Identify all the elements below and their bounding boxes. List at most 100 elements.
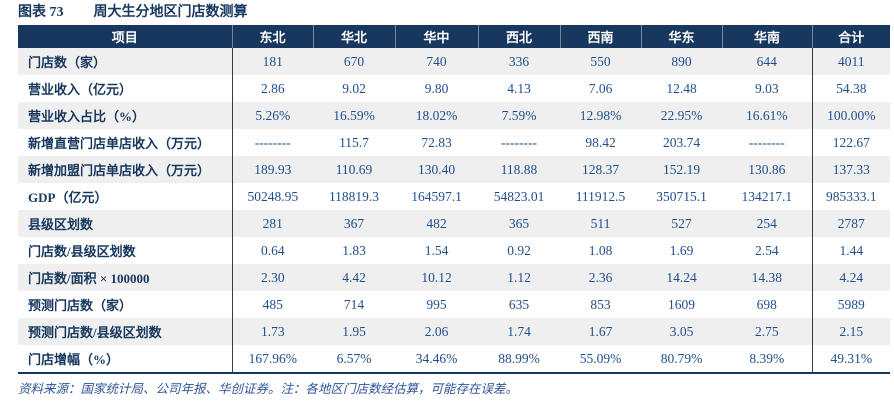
- cell: 985333.1: [811, 183, 890, 210]
- cell: 5.26%: [255, 107, 291, 123]
- cell: 1609: [668, 296, 695, 312]
- cell: 122.67: [811, 129, 890, 156]
- column-header: 项目: [18, 25, 232, 48]
- cell: 853: [590, 296, 611, 312]
- cell: 1.08: [588, 242, 613, 258]
- row-label: 门店数/县级区划数: [18, 237, 233, 264]
- cell: 698: [756, 296, 777, 312]
- cell: 34.46%: [415, 350, 458, 366]
- cell: 14.24: [666, 269, 697, 285]
- cell: 130.86: [748, 161, 786, 177]
- cell: 485: [262, 296, 283, 312]
- cell: 203.74: [662, 134, 701, 150]
- cell: 10.12: [421, 269, 452, 285]
- cell: 55.09%: [579, 350, 622, 366]
- cell: 550: [590, 53, 611, 69]
- table-row: 门店数/县级区划数 0.64 1.83 1.54 0.92 1.08 1.69 2.54 1.4…: [18, 237, 890, 264]
- row-label: 营业收入（亿元）: [18, 75, 233, 102]
- cell: 4.24: [811, 264, 890, 291]
- cell: 88.99%: [498, 350, 540, 366]
- cell: 189.93: [254, 161, 292, 177]
- header-row: 项目 东北 华北 华中 西北 西南 华东 华南 合计: [18, 25, 890, 48]
- row-label: 新增加盟门店单店收入（万元）: [18, 156, 233, 183]
- cell: 7.06: [588, 80, 613, 96]
- figure-label: 图表 73: [18, 5, 64, 20]
- cell: 4011: [811, 48, 890, 75]
- cell: 54823.01: [493, 188, 545, 204]
- cell: 181: [262, 53, 283, 69]
- cell: 714: [343, 296, 365, 312]
- column-header: 合计: [811, 25, 890, 48]
- cell: 2.36: [588, 269, 613, 285]
- cell: 164597.1: [411, 188, 462, 204]
- row-label: GDP（亿元）: [18, 183, 233, 210]
- cell: 130.40: [417, 161, 456, 177]
- cell: 1.44: [811, 237, 890, 264]
- cell: 254: [756, 215, 777, 231]
- cell: 0.92: [507, 242, 531, 258]
- row-label: 门店数（家）: [18, 48, 233, 75]
- cell: 350715.1: [656, 188, 707, 204]
- cell: 167.96%: [248, 350, 297, 366]
- column-header: 西北: [477, 25, 560, 48]
- row-label: 营业收入占比（%）: [18, 102, 233, 129]
- cell: 16.59%: [333, 107, 375, 123]
- figure-title: 图表 73 周大生分地区门店数测算: [18, 1, 248, 21]
- cell: 12.98%: [579, 107, 622, 123]
- cell: 134217.1: [741, 188, 793, 204]
- cell: 80.79%: [660, 350, 703, 366]
- cell: 50248.95: [247, 188, 299, 204]
- cell: 9.03: [754, 80, 779, 96]
- row-label: 预测门店数/县级区划数: [18, 318, 233, 345]
- table-row: 营业收入（亿元） 2.86 9.02 9.80 4.13 7.06 12.48 9.03 54.…: [18, 75, 890, 102]
- table-row: 县级区划数 281 367 482 365 511 527 254 2787: [18, 210, 890, 237]
- cell: 7.59%: [501, 107, 537, 123]
- column-header: 东北: [231, 25, 313, 48]
- cell: 281: [262, 215, 283, 231]
- cell: 336: [508, 53, 530, 69]
- cell: 2.86: [260, 80, 285, 96]
- cell: 2.06: [424, 323, 449, 339]
- cell: 5989: [811, 291, 890, 318]
- cell: 1.54: [424, 242, 449, 258]
- row-label: 门店数/面积 × 100000: [18, 264, 233, 291]
- table-body: 门店数（家） 181 670 740 336 550 890 644 4011 营业收入（亿元） 2…: [18, 48, 890, 373]
- cell: 54.38: [811, 75, 890, 102]
- cell: 527: [671, 215, 692, 231]
- cell: 14.38: [751, 269, 782, 285]
- table-row: GDP（亿元） 50248.95 118819.3 164597.1 54823.01 1…: [18, 183, 890, 210]
- column-header: 华南: [721, 25, 812, 48]
- column-header: 华东: [640, 25, 722, 48]
- figure-name: 周大生分地区门店数测算: [93, 5, 248, 20]
- cell: 4.42: [342, 269, 366, 285]
- cell: 111912.5: [575, 188, 626, 204]
- cell: --------: [748, 134, 785, 150]
- cell: --------: [254, 134, 291, 150]
- cell: 98.42: [585, 134, 616, 150]
- cell: 995: [426, 296, 447, 312]
- cell: 128.37: [581, 161, 620, 177]
- cell: 3.05: [669, 323, 694, 339]
- cell: 110.69: [335, 161, 373, 177]
- cell: 644: [756, 53, 777, 69]
- cell: 670: [343, 53, 365, 69]
- cell: 365: [508, 215, 530, 231]
- cell: 8.39%: [749, 350, 785, 366]
- cell: 6.57%: [336, 350, 372, 366]
- cell: 100.00%: [811, 102, 890, 129]
- cell: 890: [671, 53, 692, 69]
- cell: 740: [426, 53, 447, 69]
- cell: 152.19: [662, 161, 701, 177]
- cell: 635: [508, 296, 530, 312]
- cell: 12.48: [666, 80, 697, 96]
- cell: 2.75: [754, 323, 779, 339]
- cell: 0.64: [260, 242, 285, 258]
- table-row: 新增加盟门店单店收入（万元） 189.93 110.69 130.40 118.88 12…: [18, 156, 890, 183]
- cell: 1.12: [507, 269, 531, 285]
- cell: 1.83: [342, 242, 366, 258]
- cell: 4.13: [507, 80, 531, 96]
- cell: 16.61%: [745, 107, 788, 123]
- table-row: 预测门店数/县级区划数 1.73 1.95 2.06 1.74 1.67 3.05 2.75 2…: [18, 318, 890, 345]
- table-row: 门店数（家） 181 670 740 336 550 890 644 4011: [18, 48, 890, 75]
